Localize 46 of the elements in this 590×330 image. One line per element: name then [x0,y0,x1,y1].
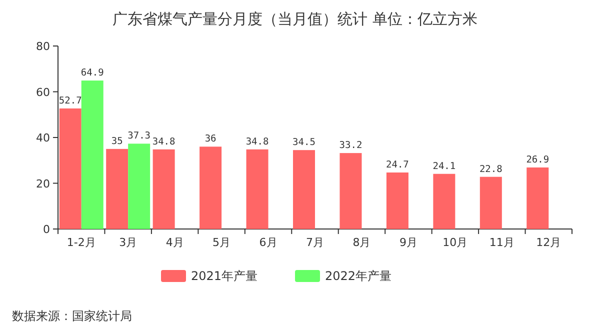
y-tick-label: 60 [36,86,50,99]
bar [480,176,502,229]
bar [152,149,175,229]
data-label: 37.3 [128,130,151,142]
x-tick-label: 3月 [119,236,138,249]
x-tick-label: 7月 [306,236,324,249]
bar [246,149,268,229]
bar [106,148,128,229]
x-tick-label: 8月 [352,236,371,249]
bar [293,150,315,229]
data-label: 34.5 [292,137,316,148]
x-tick-label: 12月 [536,236,562,249]
legend-label: 2022年产量 [325,269,392,283]
bar [59,108,82,229]
data-label: 52.7 [58,95,82,106]
data-label: 24.7 [386,160,409,170]
x-tick-label: 5月 [212,236,231,249]
x-tick-label: 1-2月 [66,236,96,249]
bar [81,80,104,229]
data-label: 34.8 [152,136,176,148]
x-tick-label: 10月 [442,236,468,249]
data-label: 34.8 [246,136,269,148]
bar [340,153,362,229]
data-label: 35 [111,136,123,147]
data-label: 22.8 [479,164,503,175]
chart-title: 广东省煤气产量分月度（当月值）统计 单位：亿立方米 [112,10,478,28]
y-tick-label: 0 [43,223,50,236]
bar [128,144,150,229]
y-tick-label: 40 [36,132,50,144]
legend-label: 2021年产量 [191,269,258,283]
bar [433,174,456,229]
data-label: 36 [204,134,217,145]
bar [526,167,549,229]
data-label: 26.9 [526,154,550,166]
y-tick-label: 20 [36,177,50,190]
x-tick-label: 6月 [259,236,278,249]
x-tick-label: 4月 [166,236,184,249]
y-tick-label: 80 [36,40,50,53]
bar [386,172,408,229]
source-note: 数据来源：国家统计局 [12,309,132,323]
bar [200,146,222,229]
data-label: 64.9 [80,68,104,79]
x-tick-label: 11月 [489,236,514,249]
data-label: 24.1 [432,160,456,172]
x-tick-label: 9月 [399,236,418,249]
data-label: 33.2 [339,140,362,152]
